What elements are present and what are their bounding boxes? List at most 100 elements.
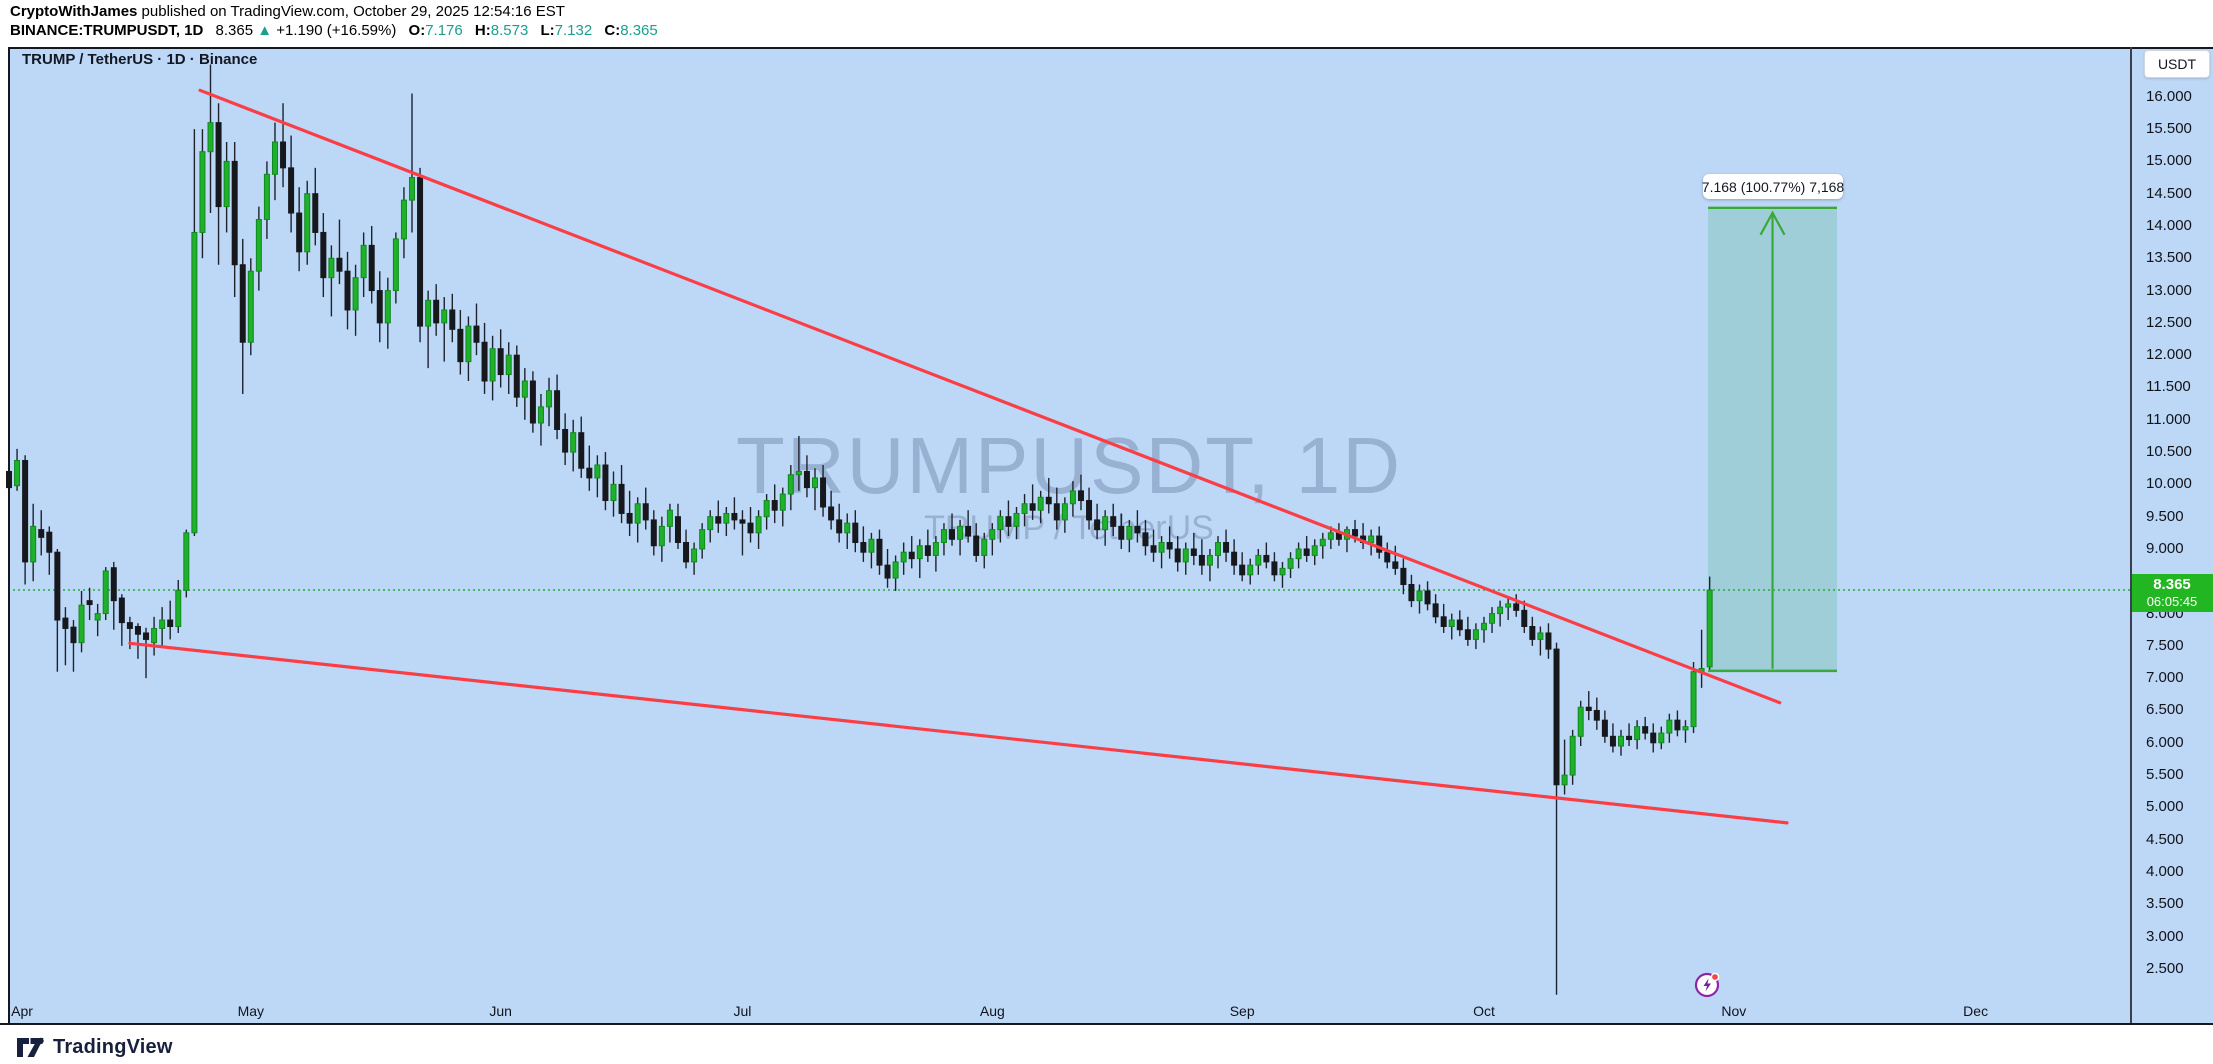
candle-down — [1626, 735, 1633, 741]
candle-up — [594, 464, 601, 479]
candle-up — [1295, 548, 1302, 560]
candle-down — [1432, 603, 1439, 618]
price-tick: 14.000 — [2146, 216, 2192, 234]
candle-down — [110, 567, 117, 602]
candle-down — [239, 264, 246, 343]
candle-up — [521, 380, 528, 398]
symbol-name: BINANCE:TRUMPUSDT, 1D — [10, 22, 204, 39]
price-tick: 7.000 — [2146, 669, 2184, 687]
price-tick: 15.500 — [2146, 120, 2192, 138]
price-range-label[interactable]: 7.168 (100.77%) 7,168 — [1702, 174, 1844, 199]
candle-down — [860, 542, 867, 553]
candle-down — [70, 626, 77, 644]
candle-down — [1303, 548, 1310, 556]
upper-descending-trendline[interactable] — [198, 88, 1782, 705]
candle-down — [803, 470, 810, 489]
candle-down — [1456, 619, 1463, 631]
candle-up — [352, 277, 359, 311]
candle-down — [118, 597, 125, 624]
candle-down — [562, 428, 569, 453]
author-name: CryptoWithJames — [10, 3, 138, 20]
candle-up — [1690, 671, 1697, 728]
currency-toggle-button[interactable]: USDT — [2144, 50, 2210, 78]
candle-up — [1215, 542, 1221, 556]
candle-up — [1618, 735, 1624, 747]
candle-down — [1118, 525, 1125, 540]
candle-up — [1069, 490, 1076, 505]
candle-down — [949, 529, 956, 540]
candle-down — [554, 390, 561, 430]
candle-up — [1472, 629, 1479, 640]
candle-up — [755, 516, 762, 534]
price-tick: 11.500 — [2146, 378, 2191, 396]
time-axis[interactable]: Apr May Jun Jul Aug Sep Oct Nov Dec — [8, 1000, 2130, 1023]
price-tick: 4.000 — [2146, 862, 2184, 880]
badge-price: 8.365 — [2153, 576, 2191, 593]
candle-down — [1110, 516, 1117, 527]
candle-up — [14, 459, 21, 487]
chart-canvas[interactable] — [6, 47, 2130, 995]
candle-up — [207, 122, 214, 153]
candle-down — [344, 270, 351, 311]
candle-up — [1505, 603, 1512, 608]
candle-up — [1368, 535, 1375, 544]
candle-down — [586, 467, 593, 479]
tradingview-logo-icon[interactable] — [16, 1036, 46, 1058]
price-tick: 3.500 — [2146, 895, 2184, 913]
candle-up — [271, 141, 278, 175]
candle-up — [779, 493, 786, 511]
candle-down — [1674, 719, 1681, 731]
event-lightning-icon[interactable] — [1694, 971, 1721, 998]
candle-up — [159, 619, 166, 629]
candle-down — [1134, 525, 1141, 534]
candle-down — [336, 257, 343, 272]
candle-up — [1658, 732, 1665, 744]
candle-up — [409, 177, 415, 201]
price-tick: 6.500 — [2146, 701, 2184, 719]
tradingview-logo-text[interactable]: TradingView — [53, 1035, 173, 1058]
chart-border-bottom — [0, 1023, 2213, 1025]
candle-down — [497, 348, 504, 376]
candle-up — [191, 231, 198, 534]
candle-up — [1569, 735, 1576, 776]
price-tick: 5.000 — [2146, 798, 2184, 816]
candle-down — [1166, 542, 1173, 550]
candle-down — [288, 167, 295, 214]
candle-down — [674, 516, 681, 544]
candle-down — [626, 512, 633, 524]
candle-up — [916, 545, 923, 560]
candle-up — [1061, 503, 1068, 521]
candle-up — [570, 432, 577, 453]
candle-down — [683, 542, 690, 563]
candle-down — [1521, 609, 1528, 627]
candle-up — [223, 160, 230, 208]
price-tick: 12.000 — [2146, 346, 2192, 364]
candle-up — [691, 548, 698, 563]
open-value: 7.176 — [425, 22, 463, 39]
price-axis[interactable]: 16.000 15.500 15.000 14.500 14.000 13.500 13.0… — [2132, 47, 2213, 1023]
lower-descending-trendline[interactable] — [128, 641, 1789, 825]
candle-down — [1005, 516, 1012, 527]
price-tick: 12.500 — [2146, 313, 2192, 331]
candle-up — [1706, 589, 1713, 668]
close-value: 8.365 — [620, 22, 658, 39]
candle-down — [215, 122, 222, 208]
low-value: 7.132 — [554, 22, 593, 39]
candle-up — [1126, 525, 1133, 540]
candle-down — [1601, 719, 1608, 737]
candle-down — [1529, 625, 1536, 640]
price-tick: 9.000 — [2146, 539, 2184, 557]
candle-up — [1634, 726, 1641, 741]
candle-down — [1086, 500, 1093, 521]
badge-countdown: 06:05:45 — [2146, 594, 2198, 609]
candle-down — [513, 354, 520, 398]
candle-down — [1190, 548, 1197, 556]
candle-down — [1392, 561, 1399, 569]
candle-down — [876, 538, 883, 566]
candle-down — [715, 516, 722, 524]
candle-up — [787, 474, 794, 495]
candle-up — [812, 477, 818, 489]
candle-up — [868, 538, 875, 553]
price-tick: 2.500 — [2146, 959, 2184, 977]
candle-up — [1480, 622, 1487, 631]
